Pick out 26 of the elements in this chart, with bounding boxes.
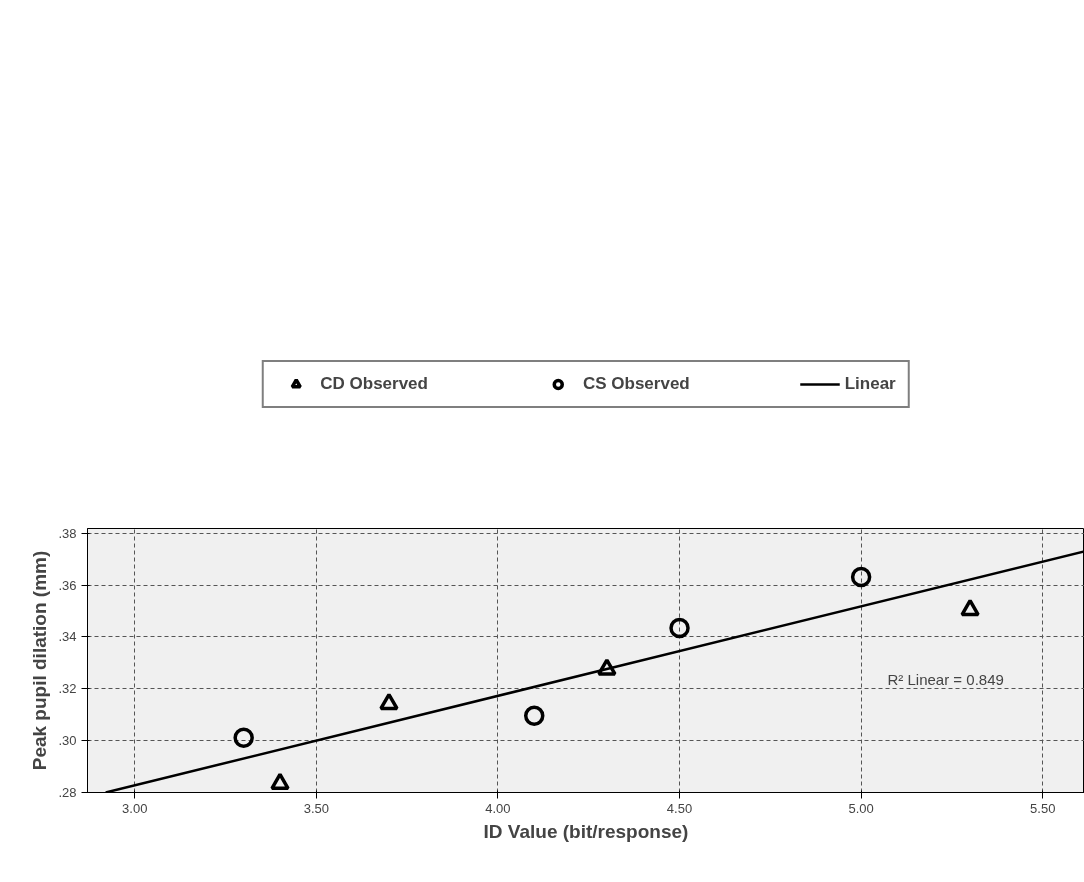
x-tick-label: 4.00 xyxy=(485,800,511,816)
x-tick-label: 3.50 xyxy=(303,800,329,816)
point xyxy=(270,772,290,791)
y-tick-label: .28 xyxy=(58,785,77,800)
x-tick-label: 4.50 xyxy=(666,800,693,816)
x-tick-label: 5.50 xyxy=(1030,800,1056,816)
legend-label: Linear xyxy=(844,374,896,394)
y-tick-label: .34 xyxy=(58,629,77,645)
y-tick-label: .30 xyxy=(58,733,77,749)
point xyxy=(233,727,254,749)
legend-label: CD Observed xyxy=(320,374,428,394)
point xyxy=(379,692,399,711)
point xyxy=(669,617,690,639)
point xyxy=(850,566,872,588)
y-axis-title: Peak pupil dilation (mm) xyxy=(29,550,51,771)
point xyxy=(523,705,545,726)
y-tick-label: .36 xyxy=(58,577,77,593)
point xyxy=(960,598,980,617)
x-tick-label: 5.00 xyxy=(848,800,874,816)
x-axis-title: ID Value (bit/response) xyxy=(483,820,689,842)
y-tick-label: .32 xyxy=(58,681,77,697)
x-tick-label: 3.00 xyxy=(122,800,148,816)
annotation: R² Linear = 0.849 xyxy=(887,670,1004,688)
point xyxy=(597,658,617,676)
y-tick-label: .38 xyxy=(58,525,77,541)
legend-label: CS Observed xyxy=(582,374,690,394)
